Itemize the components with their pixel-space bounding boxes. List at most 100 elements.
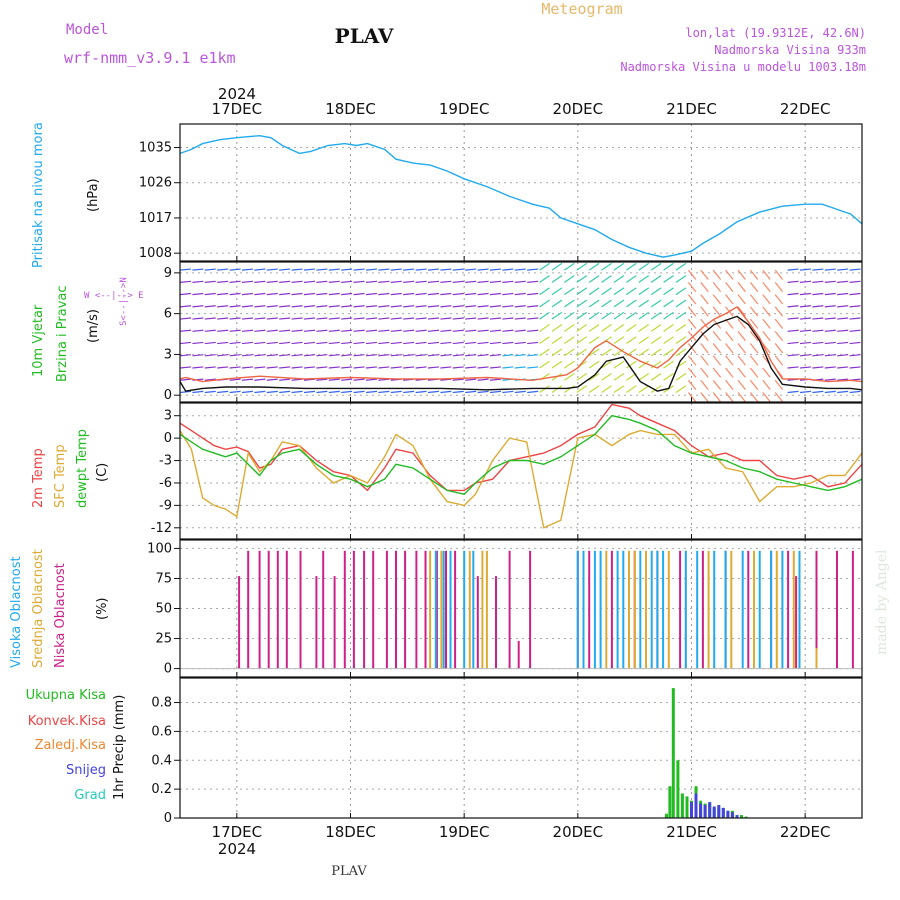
wind-arrow [303, 292, 316, 296]
wind-arrow [700, 367, 709, 378]
wind-arrow [328, 341, 340, 345]
bar-visoka-oblacnost [758, 550, 761, 669]
wind-arrow [514, 280, 526, 283]
wind-arrow [725, 392, 734, 403]
wind-arrow [737, 282, 746, 293]
wind-arrow [675, 348, 687, 357]
wind-arrow [626, 336, 637, 345]
y-tick-label: 0.4 [151, 753, 172, 768]
wind-arrow [588, 311, 600, 320]
wind-arrow [527, 341, 539, 345]
wind-arrow [465, 354, 477, 357]
station-elevation: Nadmorska Visina 933m [714, 43, 866, 57]
wind-arrow [341, 390, 353, 394]
wind-arrow [192, 268, 204, 271]
wind-arrow [328, 268, 340, 271]
wind-arrow [725, 269, 734, 280]
wind-arrow [179, 341, 192, 345]
wind-arrow [489, 268, 502, 271]
wind-arrow [626, 324, 637, 332]
wind-arrow [217, 280, 229, 283]
wind-arrow [824, 317, 836, 320]
wind-arrow [502, 354, 514, 357]
wind-arrow [849, 317, 861, 320]
pressure-unit: (hPa) [86, 178, 101, 212]
meteogram-label: Meteogram [541, 0, 622, 18]
wind-arrow [192, 329, 204, 332]
wind-arrow [229, 378, 241, 381]
wind-arrow [638, 299, 650, 308]
bar-ukupna-kisa [676, 760, 680, 818]
wind-arrow [812, 292, 824, 296]
wind-arrow [502, 329, 514, 332]
bar-niska-oblacnost [385, 550, 388, 669]
wind-arrow [762, 269, 771, 280]
wind-arrow [204, 341, 216, 345]
wind-arrow [365, 341, 378, 345]
cloud-mid-label: Srednja Oblacnost [31, 549, 46, 668]
wind-arrow [725, 330, 734, 342]
wind-arrow [279, 280, 291, 283]
y-tick-label: 0 [164, 388, 172, 403]
wind-arrow [403, 366, 415, 369]
wind-arrow [774, 379, 784, 391]
y-tick-label: 1017 [139, 211, 172, 226]
wind-arrow [613, 275, 625, 283]
wind-arrow [502, 317, 514, 320]
wind-arrow [427, 305, 440, 308]
wind-arrow [328, 292, 340, 296]
bar-ukupna-kisa [671, 688, 675, 818]
wind-arrow [378, 329, 390, 332]
wind-arrow [749, 282, 759, 293]
wind-arrow [390, 292, 402, 296]
wind-arrow [440, 305, 452, 308]
wind-arrow [427, 341, 440, 345]
wind-arrow [390, 366, 402, 369]
bar-niska-oblacnost [404, 550, 407, 669]
wind-arrow [241, 366, 254, 369]
wind-arrow [576, 348, 588, 357]
wind-arrow [341, 305, 353, 308]
wind-arrow [291, 341, 303, 345]
wind-arrow [712, 343, 722, 354]
wind-arrow [378, 280, 390, 283]
wind-arrow [675, 275, 687, 283]
bar-srednja-oblacnost [633, 550, 636, 669]
wind-arrow [638, 275, 650, 283]
wind-arrow [427, 329, 440, 332]
wind-arrow [341, 292, 353, 296]
wind-arrow [787, 341, 799, 345]
wind-arrow [204, 292, 216, 296]
location-coords: lon,lat (19.9312E, 42.6N) [685, 26, 866, 40]
wind-arrow [217, 366, 229, 369]
wind-arrow [229, 341, 241, 345]
temperature-labels: 2m Temp SFC Temp dewpt Temp (C) [31, 429, 110, 508]
wind-arrow [539, 299, 550, 308]
bar-srednja-oblacnost [730, 550, 733, 669]
wind-arrows [179, 262, 861, 403]
wind-arrow [452, 317, 464, 320]
wind-arrow [527, 317, 539, 320]
model-name: wrf-nmm_v3.9.1 e1km [64, 49, 236, 67]
wind-arrow [477, 292, 489, 296]
date-label-bottom: 18DEC [325, 823, 376, 841]
bar-niska-oblacnost [322, 550, 325, 669]
wind-arrow [588, 287, 600, 296]
wind-arrow [229, 317, 241, 320]
wind-arrow [440, 341, 452, 345]
bottom-year-label: 2024 [218, 840, 256, 858]
bar-ukupna-kisa [665, 813, 668, 818]
pressure-title: Pritisak na nivou mora [31, 122, 46, 268]
wind-arrow [452, 366, 464, 369]
wind-arrow [316, 341, 328, 345]
bar-niska-oblacnost [588, 550, 591, 669]
wind-arrow [514, 354, 526, 357]
wind-arrow [849, 354, 861, 357]
bar-niska-oblacnost [610, 550, 613, 669]
wind-arrow [328, 366, 340, 369]
wind-arrow [762, 367, 771, 378]
wind-arrow [452, 280, 464, 283]
wind-arrow [650, 262, 662, 271]
wind-arrow [179, 305, 192, 308]
